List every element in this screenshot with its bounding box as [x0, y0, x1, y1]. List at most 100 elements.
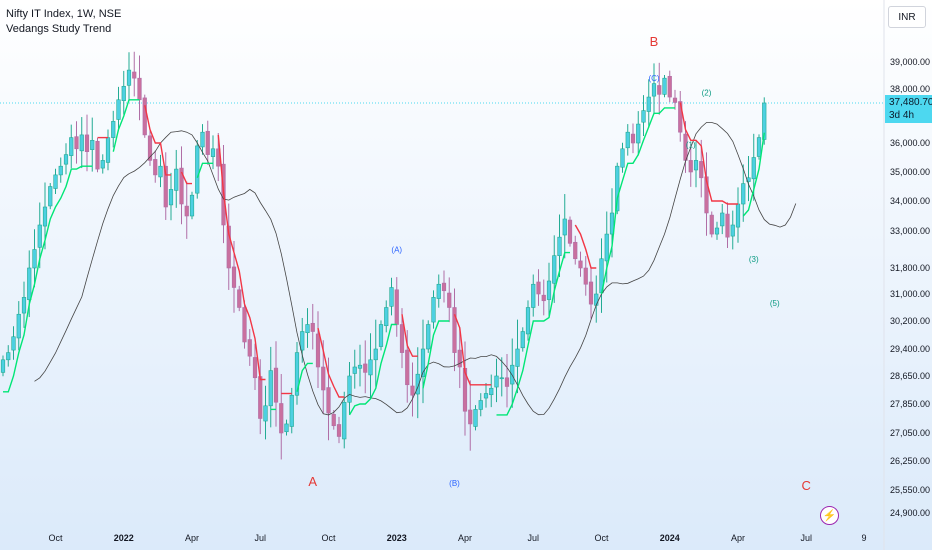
candle-body[interactable] [289, 394, 294, 427]
candle-body[interactable] [258, 376, 263, 419]
candle-body[interactable] [58, 165, 63, 176]
candle-body[interactable] [37, 224, 42, 248]
candle-body[interactable] [147, 135, 153, 161]
candle-body[interactable] [457, 349, 462, 368]
candle-body[interactable] [168, 189, 174, 206]
candle-body[interactable] [657, 85, 662, 95]
candle-body[interactable] [552, 255, 557, 284]
candle-body[interactable] [588, 281, 594, 305]
candle-body[interactable] [620, 148, 625, 168]
candle-body[interactable] [452, 307, 457, 353]
candle-body[interactable] [630, 133, 636, 144]
candle-body[interactable] [16, 313, 21, 339]
candle-body[interactable] [357, 364, 363, 369]
candle-body[interactable] [90, 139, 95, 150]
candle-body[interactable] [6, 352, 11, 361]
candle-body[interactable] [315, 333, 321, 368]
candle-body[interactable] [226, 225, 231, 269]
candle-body[interactable] [305, 324, 310, 334]
candle-body[interactable] [195, 145, 200, 194]
candle-body[interactable] [499, 377, 504, 380]
candle-body[interactable] [389, 287, 394, 307]
candle-body[interactable] [678, 101, 683, 133]
candle-body[interactable] [363, 363, 368, 373]
candle-body[interactable] [725, 213, 730, 238]
candle-body[interactable] [205, 130, 210, 155]
candle-body[interactable] [615, 165, 620, 212]
candle-body[interactable] [420, 348, 426, 378]
candle-body[interactable] [520, 331, 525, 349]
candle-body[interactable] [111, 121, 116, 138]
candle-body[interactable] [394, 289, 399, 325]
candle-body[interactable] [546, 280, 552, 300]
candle-body[interactable] [137, 77, 142, 101]
candle-body[interactable] [756, 137, 762, 157]
candle-body[interactable] [132, 71, 137, 79]
candle-body[interactable] [158, 165, 163, 178]
candle-body[interactable] [594, 293, 599, 306]
candle-body[interactable] [562, 218, 567, 236]
candle-body[interactable] [69, 137, 74, 156]
candle-body[interactable] [399, 324, 405, 353]
candle-body[interactable] [21, 297, 27, 314]
candle-body[interactable] [641, 110, 646, 123]
candle-body[interactable] [273, 367, 279, 403]
candle-body[interactable] [515, 348, 520, 367]
candle-body[interactable] [284, 423, 289, 433]
candle-body[interactable] [342, 401, 347, 440]
candle-body[interactable] [368, 359, 373, 376]
candle-body[interactable] [326, 387, 331, 414]
candle-body[interactable] [494, 375, 499, 388]
candle-body[interactable] [436, 283, 441, 299]
candle-body[interactable] [378, 324, 384, 347]
candle-body[interactable] [541, 294, 546, 302]
candle-body[interactable] [321, 366, 326, 391]
candle-body[interactable] [11, 336, 16, 351]
candle-body[interactable] [609, 212, 615, 235]
candle-body[interactable] [179, 167, 184, 205]
candle-body[interactable] [478, 400, 483, 410]
currency-button[interactable]: INR [888, 6, 926, 28]
candle-body[interactable] [441, 282, 447, 292]
candle-body[interactable] [636, 123, 641, 144]
candle-body[interactable] [153, 159, 158, 176]
candle-body[interactable] [279, 403, 284, 434]
candle-body[interactable] [116, 99, 121, 120]
candle-body[interactable] [247, 339, 252, 357]
candle-body[interactable] [741, 183, 746, 205]
candle-body[interactable] [693, 160, 699, 171]
candle-body[interactable] [672, 97, 678, 103]
candle-body[interactable] [525, 307, 531, 335]
candle-body[interactable] [489, 387, 494, 396]
candle-body[interactable] [331, 414, 336, 427]
candle-body[interactable] [688, 160, 693, 173]
candle-body[interactable] [0, 359, 6, 373]
candle-body[interactable] [720, 212, 725, 227]
candle-body[interactable] [163, 165, 168, 208]
candle-body[interactable] [468, 409, 473, 425]
candle-body[interactable] [714, 227, 720, 235]
candle-body[interactable] [252, 357, 258, 379]
candle-body[interactable] [42, 206, 48, 227]
candle-body[interactable] [699, 161, 704, 179]
candle-body[interactable] [27, 267, 32, 301]
candle-body[interactable] [237, 289, 242, 308]
candle-body[interactable] [557, 236, 562, 256]
candle-body[interactable] [751, 157, 756, 180]
candle-body[interactable] [384, 307, 389, 327]
candle-body[interactable] [48, 186, 53, 207]
lightning-bolt-icon[interactable]: ⚡ [820, 506, 839, 525]
candle-body[interactable] [447, 292, 452, 308]
candle-body[interactable] [184, 205, 189, 217]
candle-body[interactable] [231, 266, 237, 288]
candle-body[interactable] [336, 424, 342, 437]
candle-body[interactable] [625, 131, 630, 149]
candle-body[interactable] [573, 241, 578, 260]
candle-body[interactable] [735, 203, 741, 228]
candle-body[interactable] [310, 322, 315, 332]
candle-body[interactable] [53, 174, 58, 189]
candle-body[interactable] [95, 140, 100, 170]
candle-body[interactable] [242, 307, 247, 343]
candle-body[interactable] [347, 375, 352, 403]
